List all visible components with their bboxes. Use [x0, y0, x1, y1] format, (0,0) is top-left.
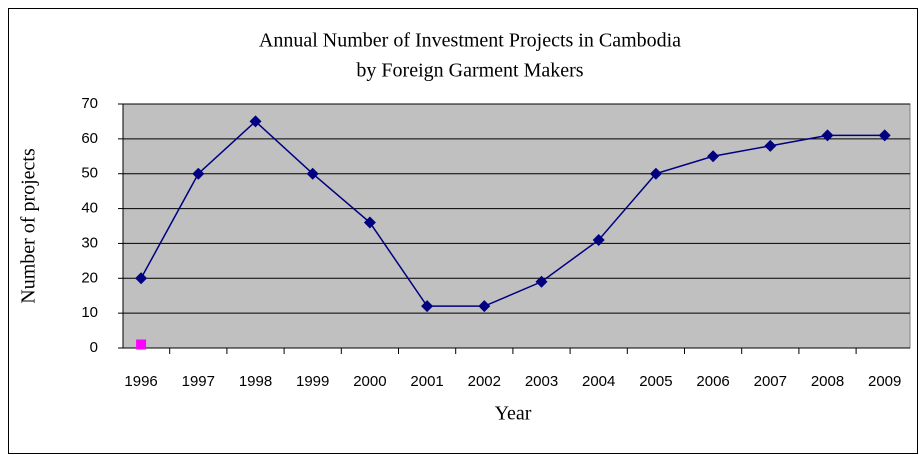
y-tick-label: 40 [81, 200, 98, 217]
x-tick-label: 2004 [582, 373, 615, 390]
y-tick-label: 10 [81, 304, 98, 321]
chart-title: Annual Number of Investment Projects in … [259, 30, 681, 52]
data-point [764, 139, 777, 152]
x-tick-label: 2009 [868, 373, 901, 390]
y-axis-title: Number of projects [18, 148, 40, 304]
plot-area [122, 103, 911, 349]
x-tick-label: 2005 [639, 373, 672, 390]
x-tick-label: 2002 [468, 373, 501, 390]
chart-title: by Foreign Garment Makers [356, 60, 583, 82]
x-tick-label: 2000 [353, 373, 386, 390]
x-axis-title: Year [495, 403, 532, 425]
data-point [363, 216, 376, 229]
x-tick-label: 1996 [124, 373, 157, 390]
y-tick-label: 30 [81, 234, 98, 251]
data-point [649, 167, 662, 180]
data-point [592, 233, 605, 246]
data-point [535, 275, 548, 288]
data-point [478, 300, 491, 313]
x-tick-label: 1997 [182, 373, 215, 390]
data-point [192, 167, 205, 180]
x-tick-label: 2007 [754, 373, 787, 390]
data-point [136, 339, 147, 350]
x-tick-label: 1999 [296, 373, 329, 390]
data-point [249, 115, 262, 128]
y-tick-label: 20 [81, 269, 98, 286]
data-point [306, 167, 319, 180]
x-tick-label: 2008 [811, 373, 844, 390]
data-point [421, 300, 434, 313]
data-point [821, 129, 834, 142]
x-tick-label: 2003 [525, 373, 558, 390]
y-tick-label: 50 [81, 165, 98, 182]
x-tick-label: 2001 [410, 373, 443, 390]
data-point [878, 129, 891, 142]
x-tick-label: 1998 [239, 373, 272, 390]
y-tick-label: 0 [90, 339, 98, 356]
data-point [707, 150, 720, 163]
data-point [135, 272, 148, 285]
y-tick-label: 60 [81, 130, 98, 147]
y-tick-label: 70 [81, 95, 98, 112]
series-line [140, 120, 885, 307]
x-tick-label: 2006 [696, 373, 729, 390]
